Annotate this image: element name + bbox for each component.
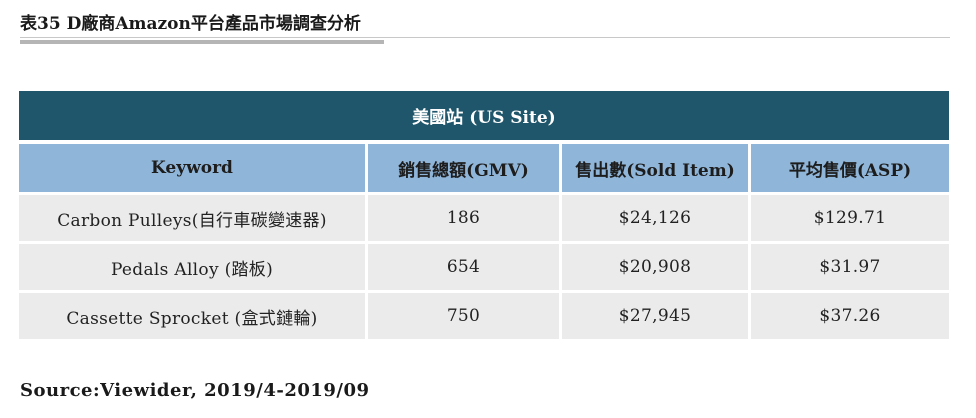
title-accent-bar	[20, 40, 384, 44]
asp-cell: $31.97	[751, 244, 949, 293]
table-row: Pedals Alloy (踏板) 654 $20,908 $31.97	[19, 244, 949, 293]
table-row: Cassette Sprocket (盒式鏈輪) 750 $27,945 $37…	[19, 293, 949, 342]
sold-item-cell: $20,908	[562, 244, 751, 293]
keyword-cell: Cassette Sprocket (盒式鏈輪)	[19, 293, 368, 342]
asp-cell: $37.26	[751, 293, 949, 342]
source-note: Source:Viewider, 2019/4-2019/09	[20, 380, 370, 401]
column-header-gmv: 銷售總額(GMV)	[368, 144, 562, 195]
gmv-cell: 186	[368, 195, 562, 244]
keyword-cell: Pedals Alloy (踏板)	[19, 244, 368, 293]
market-survey-table: 美國站 (US Site) Keyword 銷售總額(GMV) 售出數(Sold…	[19, 91, 949, 342]
column-header-sold-item: 售出數(Sold Item)	[562, 144, 751, 195]
column-header-asp: 平均售價(ASP)	[751, 144, 949, 195]
sold-item-cell: $27,945	[562, 293, 751, 342]
gmv-cell: 654	[368, 244, 562, 293]
gmv-cell: 750	[368, 293, 562, 342]
column-header-keyword: Keyword	[19, 144, 368, 195]
asp-cell: $129.71	[751, 195, 949, 244]
sold-item-cell: $24,126	[562, 195, 751, 244]
site-header: 美國站 (US Site)	[19, 91, 949, 140]
title-divider	[20, 37, 950, 38]
keyword-cell: Carbon Pulleys(自行車碳變速器)	[19, 195, 368, 244]
column-header-row: Keyword 銷售總額(GMV) 售出數(Sold Item) 平均售價(AS…	[19, 144, 949, 195]
document-title: 表35 D廠商Amazon平台產品市場調查分析	[20, 14, 361, 34]
table-row: Carbon Pulleys(自行車碳變速器) 186 $24,126 $129…	[19, 195, 949, 244]
